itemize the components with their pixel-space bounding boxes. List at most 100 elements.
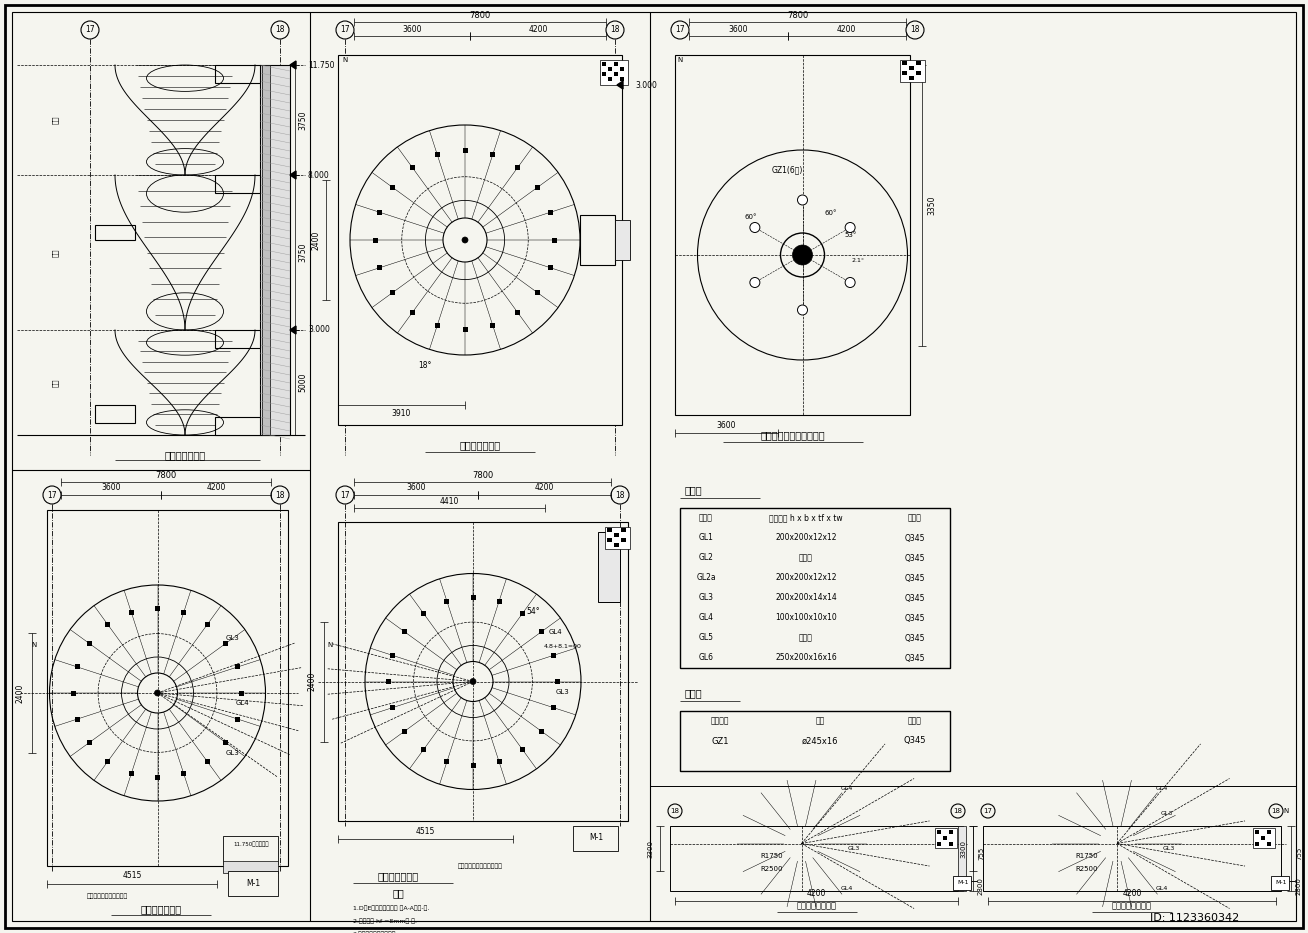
- Circle shape: [798, 305, 807, 315]
- Text: 18: 18: [671, 808, 679, 814]
- Text: Q345: Q345: [904, 736, 926, 745]
- Text: GL4: GL4: [698, 614, 713, 622]
- Text: 4.8+8.1=00: 4.8+8.1=00: [544, 644, 582, 649]
- Bar: [71, 690, 76, 695]
- Text: GL2: GL2: [698, 553, 713, 563]
- Text: GZ1(6个): GZ1(6个): [772, 165, 803, 174]
- Bar: [181, 771, 186, 775]
- Bar: [421, 611, 426, 616]
- Bar: [600, 60, 628, 85]
- Bar: [602, 72, 606, 76]
- Bar: [602, 62, 606, 66]
- Text: 17: 17: [340, 491, 349, 499]
- Text: 4200: 4200: [1122, 888, 1142, 898]
- Bar: [204, 622, 209, 627]
- Text: N: N: [1283, 808, 1288, 814]
- Text: GL4: GL4: [840, 786, 853, 791]
- Bar: [434, 323, 439, 327]
- Circle shape: [749, 277, 760, 287]
- Text: 四层楼梯平面图: 四层楼梯平面图: [140, 904, 182, 914]
- Text: 钢梁表: 钢梁表: [685, 485, 702, 495]
- Bar: [204, 759, 209, 763]
- Text: GL3: GL3: [225, 750, 239, 756]
- Text: R1750: R1750: [760, 853, 782, 859]
- Text: 旋转楼梯立面图: 旋转楼梯立面图: [165, 450, 205, 460]
- Text: 18: 18: [910, 25, 920, 35]
- Bar: [943, 836, 947, 840]
- Bar: [950, 842, 954, 846]
- Bar: [680, 628, 950, 648]
- Bar: [390, 290, 395, 295]
- Bar: [680, 608, 950, 628]
- Text: 17: 17: [47, 491, 56, 499]
- Bar: [598, 532, 620, 602]
- Text: 见相图: 见相图: [799, 634, 814, 643]
- Text: 17: 17: [85, 25, 94, 35]
- Text: 1.D、E轴框架柱间轴距 见A-A剖面-柱.: 1.D、E轴框架柱间轴距 见A-A剖面-柱.: [353, 905, 429, 911]
- Text: 构件编号: 构件编号: [710, 717, 730, 726]
- Text: M-1: M-1: [246, 879, 260, 887]
- Text: 四层楼梯平台详图: 四层楼梯平台详图: [1112, 901, 1152, 911]
- Text: GL4: GL4: [1156, 786, 1168, 791]
- Text: 18: 18: [1271, 808, 1281, 814]
- Bar: [445, 759, 450, 764]
- Text: GL4: GL4: [840, 886, 853, 891]
- Text: 7800: 7800: [472, 470, 493, 480]
- Text: 60°: 60°: [824, 210, 837, 216]
- Text: 三层楼梯平面图: 三层楼梯平面图: [378, 871, 419, 881]
- Bar: [620, 67, 624, 71]
- Bar: [75, 717, 80, 721]
- Text: 755: 755: [1296, 847, 1301, 860]
- Text: 三层楼梯平台详图: 三层楼梯平台详图: [797, 901, 837, 911]
- Text: N: N: [31, 642, 37, 648]
- Bar: [621, 538, 627, 542]
- Text: 钢柱表: 钢柱表: [685, 688, 702, 698]
- Bar: [106, 759, 110, 763]
- Text: 17: 17: [984, 808, 993, 814]
- Circle shape: [845, 222, 855, 232]
- Text: 楼梯: 楼梯: [52, 378, 59, 387]
- Bar: [515, 310, 521, 315]
- Bar: [224, 740, 228, 745]
- Text: 18: 18: [954, 808, 963, 814]
- Polygon shape: [617, 81, 623, 89]
- Bar: [916, 71, 921, 75]
- Text: 钢材号: 钢材号: [908, 717, 922, 726]
- Text: 4515: 4515: [123, 871, 141, 881]
- Text: 8.000: 8.000: [307, 171, 330, 179]
- Text: 2400: 2400: [16, 683, 25, 703]
- Text: 3300: 3300: [647, 840, 653, 857]
- Bar: [680, 731, 950, 751]
- Text: 7800: 7800: [156, 470, 177, 480]
- Text: 18: 18: [275, 491, 285, 499]
- Bar: [535, 290, 540, 295]
- Bar: [235, 664, 241, 670]
- Bar: [551, 705, 556, 710]
- Bar: [606, 527, 630, 549]
- Bar: [1261, 836, 1265, 840]
- Bar: [490, 152, 496, 157]
- Circle shape: [462, 237, 468, 243]
- Bar: [1254, 842, 1260, 846]
- Text: 旋转楼梯钢柱定位平面图: 旋转楼梯钢柱定位平面图: [760, 430, 825, 440]
- Bar: [937, 842, 940, 846]
- Text: 说明: 说明: [392, 888, 404, 898]
- Bar: [613, 543, 619, 547]
- Bar: [260, 65, 290, 435]
- Text: 二层楼梯平面图: 二层楼梯平面图: [459, 440, 501, 450]
- Text: 3.000: 3.000: [634, 80, 657, 90]
- Bar: [573, 826, 617, 851]
- Bar: [579, 215, 615, 265]
- Text: 3600: 3600: [405, 483, 425, 493]
- Text: 3600: 3600: [729, 24, 748, 34]
- Bar: [1267, 830, 1271, 834]
- Text: 2.樼梯踢脚 hf =8mm， 钓.: 2.樼梯踢脚 hf =8mm， 钓.: [353, 918, 417, 924]
- Circle shape: [749, 222, 760, 232]
- Text: GL3: GL3: [1163, 846, 1175, 851]
- Bar: [548, 210, 553, 215]
- Bar: [445, 599, 450, 604]
- Text: M-1: M-1: [589, 833, 603, 842]
- Text: 楼梯: 楼梯: [52, 248, 59, 257]
- Bar: [222, 836, 279, 864]
- Bar: [954, 876, 971, 890]
